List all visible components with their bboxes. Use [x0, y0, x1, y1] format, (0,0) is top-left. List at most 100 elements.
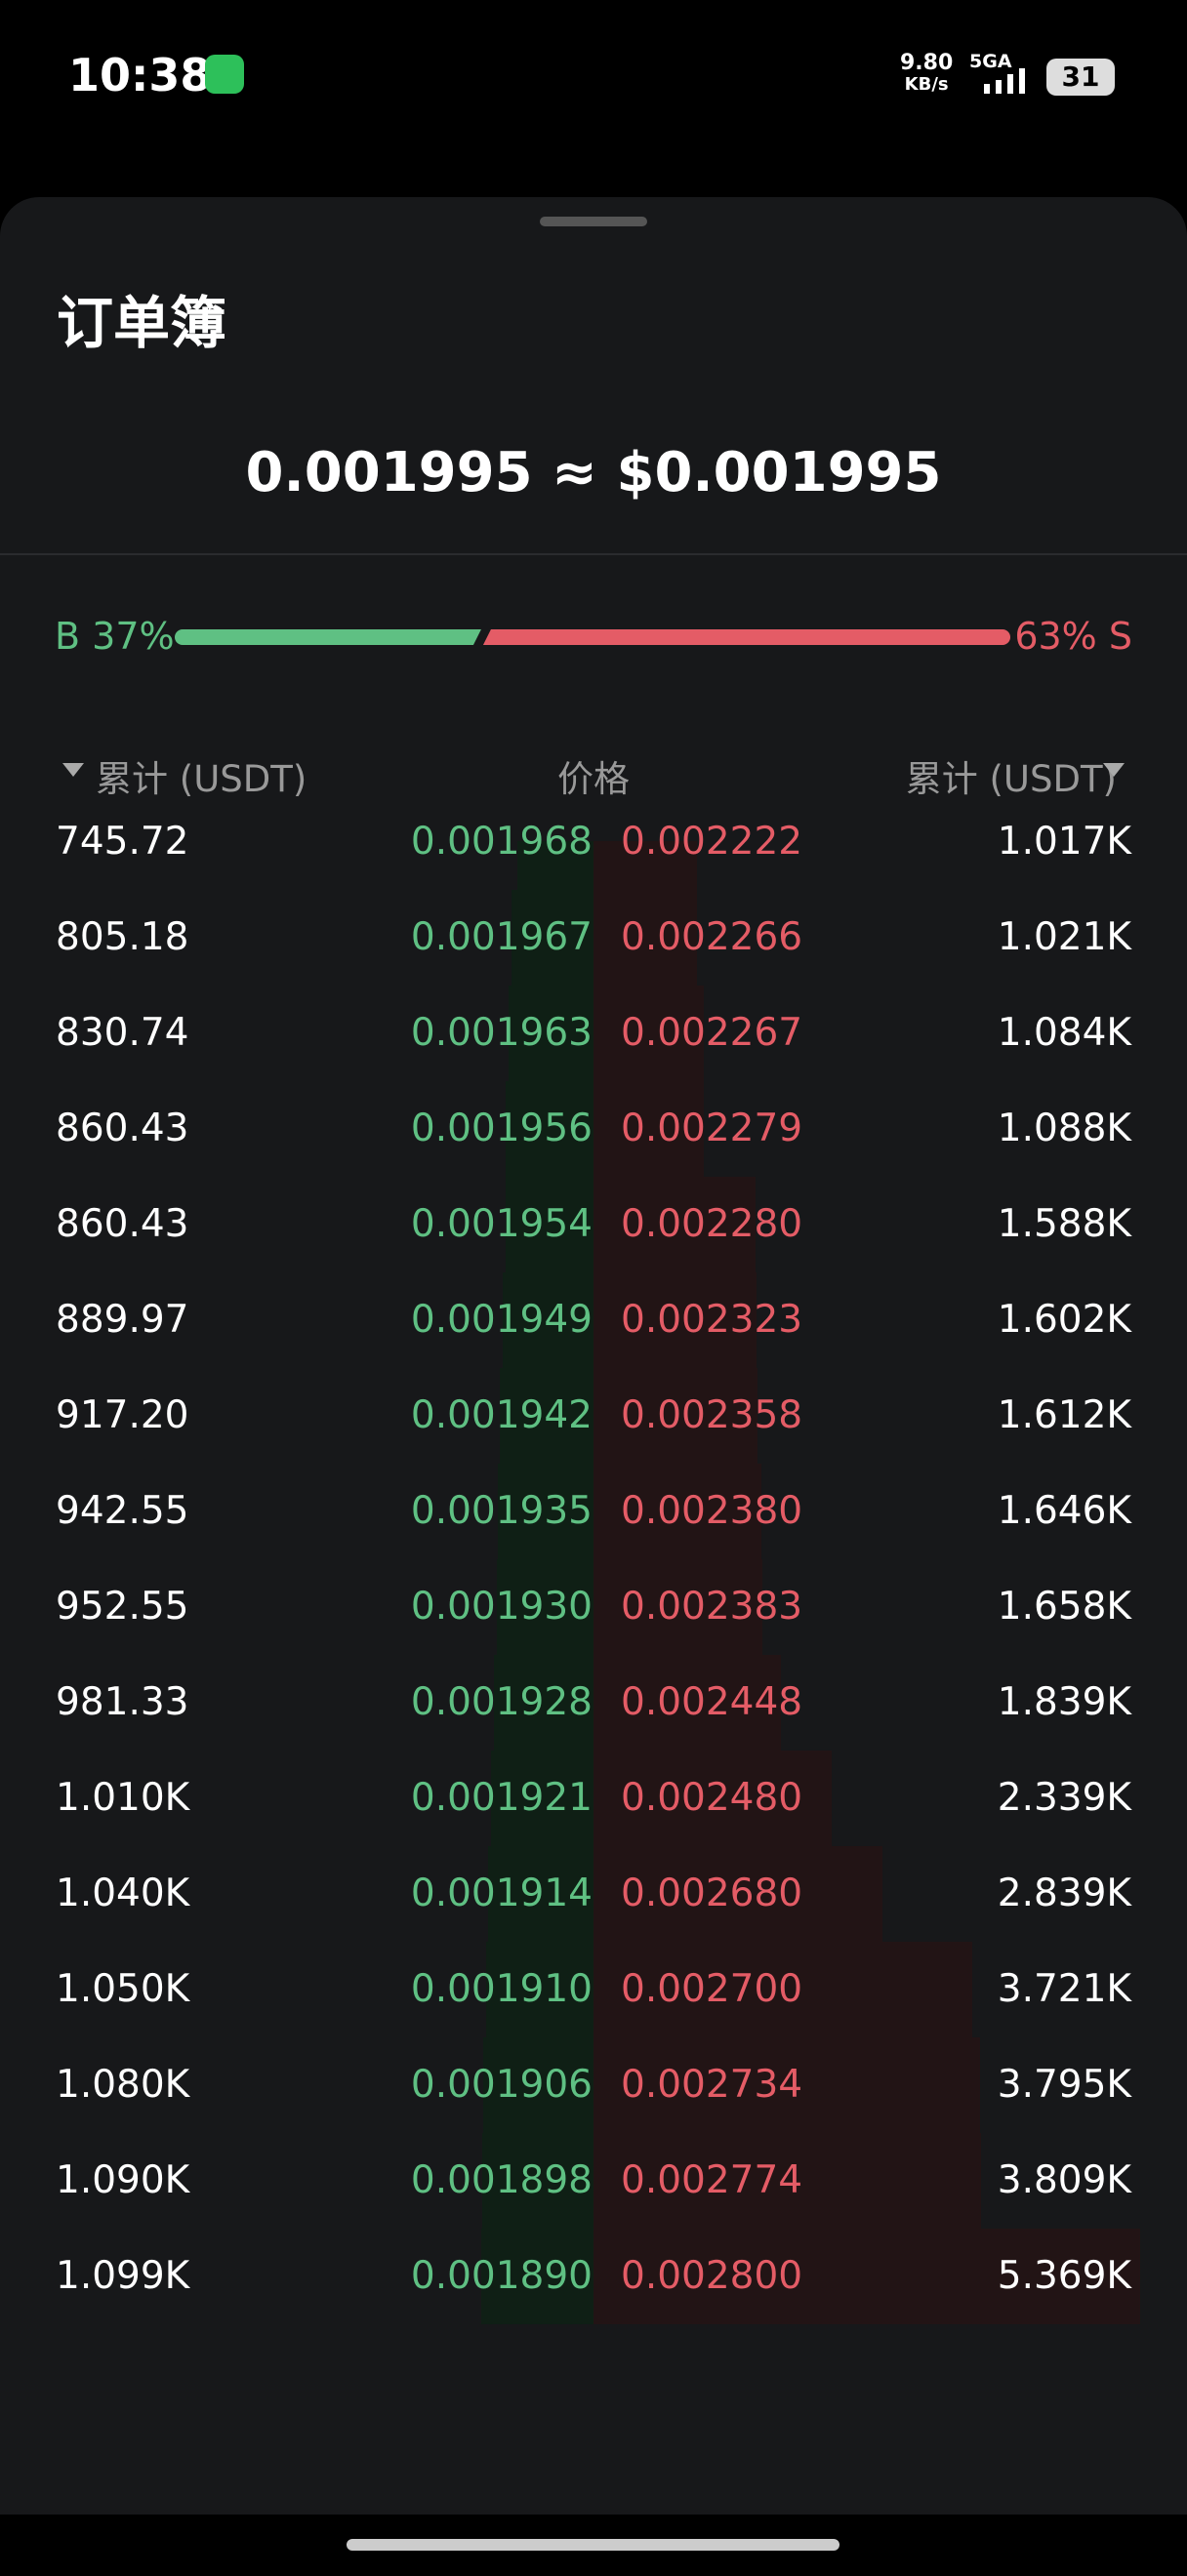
sell-ratio-label: 63% S	[1014, 615, 1132, 658]
bid-cumulative: 942.55	[56, 1489, 189, 1533]
bid-depth-bar	[486, 1942, 594, 2037]
ask-price: 0.002279	[621, 1107, 803, 1150]
ask-cumulative: 1.658K	[997, 1585, 1131, 1629]
ask-price: 0.002323	[621, 1298, 803, 1342]
bid-price: 0.001898	[410, 2158, 593, 2202]
bid-price: 0.001963	[410, 1011, 593, 1055]
ask-price: 0.002383	[621, 1585, 803, 1629]
speed-unit: KB/s	[904, 74, 949, 95]
bid-price: 0.001956	[410, 1107, 593, 1150]
current-price: 0.001995 ≈ $0.001995	[245, 441, 942, 504]
order-row: 942.55 0.001935 0.002380 1.646K	[0, 1464, 1187, 1559]
bid-depth-bar	[509, 986, 594, 1081]
ask-depth-bar	[594, 2133, 982, 2229]
ask-price: 0.002480	[621, 1776, 803, 1820]
sort-arrow[interactable]	[1103, 763, 1125, 779]
ask-cumulative: 2.839K	[997, 1872, 1131, 1915]
sort-arrow[interactable]	[62, 763, 84, 779]
bid-depth-bar	[496, 1559, 594, 1655]
order-row: 1.099K 0.001890 0.002800 5.369K	[0, 2229, 1187, 2324]
bid-cumulative: 860.43	[56, 1107, 189, 1150]
bid-cumulative: 1.040K	[56, 1872, 190, 1915]
ask-price: 0.002700	[621, 1967, 803, 2011]
ask-cumulative: 3.795K	[997, 2063, 1131, 2107]
bid-price: 0.001954	[410, 1202, 593, 1246]
bid-depth-bar	[506, 1177, 594, 1272]
bid-cumulative: 952.55	[56, 1585, 189, 1629]
drag-handle[interactable]	[540, 217, 647, 226]
ask-cumulative: 3.721K	[997, 1967, 1131, 2011]
bid-cumulative: 745.72	[56, 820, 189, 864]
bid-cumulative: 981.33	[56, 1680, 189, 1724]
bid-cumulative: 830.74	[56, 1011, 189, 1055]
order-row: 1.050K 0.001910 0.002700 3.721K	[0, 1942, 1187, 2037]
order-row: 952.55 0.001930 0.002383 1.658K	[0, 1559, 1187, 1655]
order-row: 745.72 0.001968 0.002222 1.017K	[0, 794, 1187, 890]
signal-icon	[984, 68, 1025, 94]
price-header: 价格	[557, 758, 630, 800]
order-row: 830.74 0.001963 0.002267 1.084K	[0, 986, 1187, 1081]
ask-cumulative: 5.369K	[997, 2254, 1131, 2298]
ask-header: 累计 (USDT)	[905, 758, 1117, 800]
ask-depth-bar	[594, 1177, 756, 1272]
bid-cumulative: 1.080K	[56, 2063, 190, 2107]
divider	[0, 553, 1187, 555]
ask-price: 0.002280	[621, 1202, 803, 1246]
bid-depth-bar	[493, 1655, 594, 1751]
ask-depth-bar	[594, 1751, 832, 1846]
bid-price: 0.001910	[410, 1967, 593, 2011]
network-type: 5GA	[969, 51, 1012, 72]
ask-depth-bar	[594, 841, 698, 890]
ask-price: 0.002267	[621, 1011, 803, 1055]
wechat-icon	[205, 55, 244, 94]
ask-cumulative: 1.646K	[997, 1489, 1131, 1533]
bid-cumulative: 805.18	[56, 915, 189, 959]
order-row: 889.97 0.001949 0.002323 1.602K	[0, 1272, 1187, 1368]
bid-depth-bar	[506, 1081, 594, 1177]
ask-depth-bar	[594, 890, 698, 986]
ask-cumulative: 1.612K	[997, 1393, 1131, 1437]
bid-cumulative: 1.010K	[56, 1776, 190, 1820]
buy-label: B	[55, 615, 81, 658]
sell-ratio-bar	[482, 629, 1010, 645]
ask-cumulative: 1.017K	[997, 820, 1131, 864]
home-indicator[interactable]	[347, 2539, 839, 2551]
ask-price: 0.002222	[621, 820, 803, 864]
ask-cumulative: 2.339K	[997, 1776, 1131, 1820]
sell-percent: 63%	[1014, 615, 1097, 658]
buy-percent: 37%	[92, 615, 175, 658]
bid-depth-bar	[500, 1368, 594, 1464]
ask-depth-bar	[594, 1846, 883, 1942]
status-time: 10:38	[68, 49, 212, 101]
sell-label: S	[1108, 615, 1132, 658]
order-row: 981.33 0.001928 0.002448 1.839K	[0, 1655, 1187, 1751]
ask-depth-bar	[594, 1368, 758, 1464]
bid-price: 0.001906	[410, 2063, 593, 2107]
ask-price: 0.002774	[621, 2158, 803, 2202]
order-row: 917.20 0.001942 0.002358 1.612K	[0, 1368, 1187, 1464]
bid-price: 0.001928	[410, 1680, 593, 1724]
ask-depth-bar	[594, 2037, 980, 2133]
bid-price: 0.001930	[410, 1585, 593, 1629]
ask-price: 0.002380	[621, 1489, 803, 1533]
bid-cumulative: 889.97	[56, 1298, 189, 1342]
bid-price: 0.001968	[410, 820, 593, 864]
order-row: 860.43 0.001954 0.002280 1.588K	[0, 1177, 1187, 1272]
order-row: 1.090K 0.001898 0.002774 3.809K	[0, 2133, 1187, 2229]
bid-price: 0.001949	[410, 1298, 593, 1342]
order-row: 805.18 0.001967 0.002266 1.021K	[0, 890, 1187, 986]
ask-depth-bar	[594, 1655, 781, 1751]
ask-depth-bar	[594, 1942, 973, 2037]
ask-depth-bar	[594, 2229, 1140, 2324]
net-speed: 9.80 KB/s	[900, 53, 953, 96]
ask-price: 0.002680	[621, 1872, 803, 1915]
order-row: 1.080K 0.001906 0.002734 3.795K	[0, 2037, 1187, 2133]
order-row: 1.040K 0.001914 0.002680 2.839K	[0, 1846, 1187, 1942]
ask-cumulative: 1.602K	[997, 1298, 1131, 1342]
ask-cumulative: 3.809K	[997, 2158, 1131, 2202]
bid-depth-bar	[481, 2229, 594, 2324]
bid-price: 0.001942	[410, 1393, 593, 1437]
bid-cumulative: 1.099K	[56, 2254, 190, 2298]
buy-ratio-bar	[175, 629, 481, 645]
ask-depth-bar	[594, 1559, 762, 1655]
